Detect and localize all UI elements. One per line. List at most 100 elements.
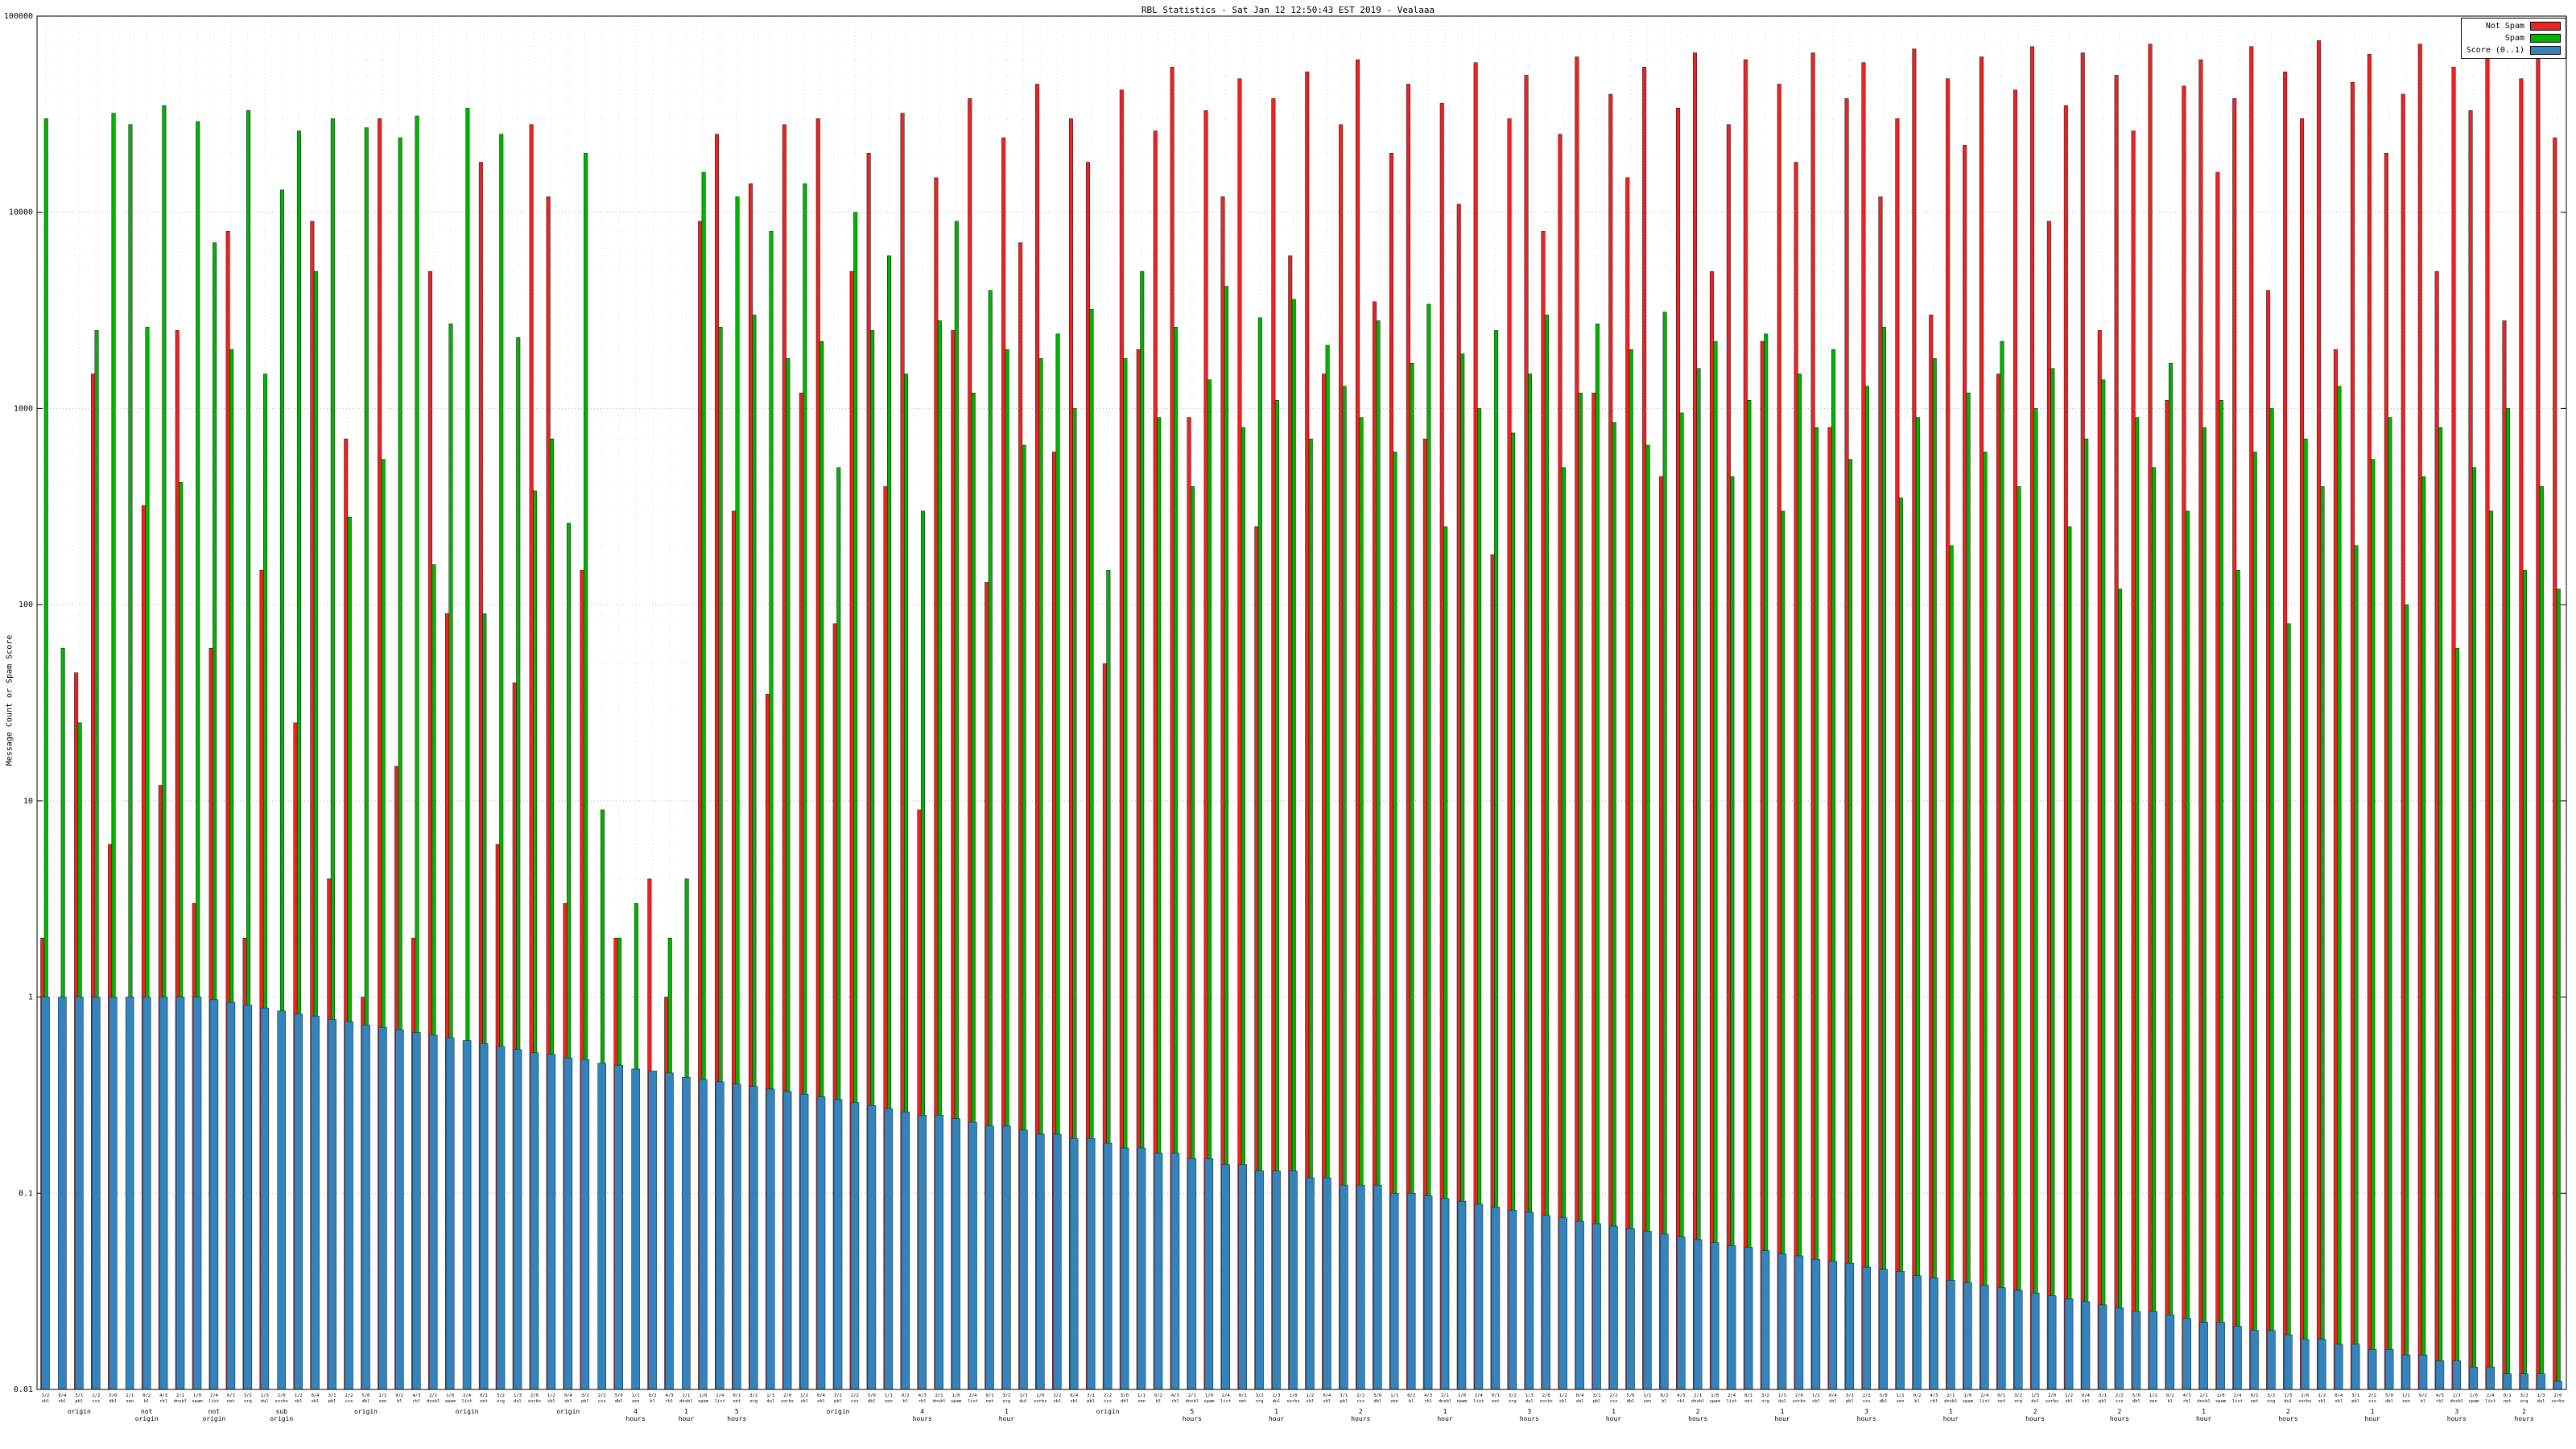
- svg-text:10: 10: [23, 797, 33, 806]
- bar-score: [345, 1021, 353, 1390]
- svg-text:2/2: 2/2: [1610, 1393, 1618, 1398]
- svg-text:dbl: dbl: [1880, 1399, 1888, 1404]
- bar-score: [2469, 1366, 2479, 1390]
- svg-text:3/2: 3/2: [244, 1393, 252, 1398]
- svg-text:bl: bl: [2167, 1399, 2173, 1404]
- bar-score: [665, 1072, 674, 1390]
- svg-text:3/1: 3/1: [2099, 1393, 2107, 1398]
- bar-not-spam: [2097, 330, 2102, 1390]
- svg-text:bl: bl: [902, 1399, 908, 1404]
- bar-score: [1204, 1158, 1214, 1390]
- svg-text:1/3: 1/3: [1019, 1393, 1027, 1398]
- bar-not-spam: [1861, 62, 1866, 1390]
- svg-text:sbl: sbl: [42, 1399, 50, 1404]
- bar-not-spam: [2300, 118, 2305, 1390]
- bar-not-spam: [2519, 78, 2524, 1390]
- svg-text:2/0: 2/0: [783, 1393, 791, 1398]
- svg-text:dul: dul: [2537, 1399, 2545, 1404]
- svg-text:1/2: 1/2: [295, 1393, 303, 1398]
- bar-not-spam: [2232, 98, 2237, 1390]
- svg-text:origin: origin: [556, 1408, 580, 1415]
- svg-text:2/0: 2/0: [1290, 1393, 1298, 1398]
- svg-text:xbl: xbl: [2334, 1399, 2343, 1404]
- bar-not-spam: [2046, 221, 2051, 1390]
- svg-text:pbl: pbl: [1340, 1399, 1348, 1404]
- bar-score: [58, 997, 67, 1390]
- svg-text:dnsbl: dnsbl: [427, 1399, 440, 1404]
- svg-text:2/4: 2/4: [716, 1393, 724, 1398]
- svg-text:2: 2: [1359, 1408, 1363, 1415]
- legend-item-not-spam: Not Spam: [2467, 22, 2561, 31]
- bar-score: [715, 1081, 724, 1390]
- bar-spam: [2354, 545, 2359, 1390]
- svg-text:4/3: 4/3: [1424, 1393, 1432, 1398]
- bar-score: [631, 1068, 640, 1390]
- svg-text:1: 1: [1274, 1408, 1278, 1415]
- svg-text:3/1: 3/1: [328, 1393, 336, 1398]
- svg-text:bl: bl: [2421, 1399, 2426, 1404]
- legend-label-spam: Spam: [2504, 34, 2524, 43]
- svg-text:4/3: 4/3: [666, 1393, 674, 1398]
- bar-score: [1592, 1223, 1601, 1390]
- bar-spam: [1831, 349, 1836, 1390]
- svg-text:css: css: [2116, 1399, 2124, 1404]
- svg-text:1/0: 1/0: [446, 1393, 454, 1398]
- svg-text:css: css: [1104, 1399, 1112, 1404]
- bar-not-spam: [2182, 85, 2186, 1390]
- bar-score: [1930, 1278, 1938, 1390]
- bar-score: [311, 1015, 320, 1390]
- svg-text:bl: bl: [1156, 1399, 1162, 1404]
- svg-text:xbl: xbl: [1323, 1399, 1331, 1404]
- bar-spam: [1881, 327, 1886, 1390]
- svg-text:css: css: [1356, 1399, 1364, 1404]
- svg-text:hour: hour: [1606, 1415, 1621, 1422]
- bar-not-spam: [1676, 107, 1681, 1390]
- svg-text:1/1: 1/1: [2402, 1393, 2410, 1398]
- svg-text:hour: hour: [999, 1415, 1014, 1422]
- bar-score: [1677, 1236, 1686, 1390]
- bar-score: [1120, 1147, 1129, 1390]
- bar-score: [867, 1105, 877, 1390]
- svg-text:1/3: 1/3: [766, 1393, 774, 1398]
- svg-text:pbl: pbl: [328, 1399, 336, 1404]
- bar-spam: [2371, 459, 2376, 1390]
- svg-text:1: 1: [1005, 1408, 1009, 1415]
- bar-score: [1019, 1129, 1028, 1390]
- svg-text:pbl: pbl: [2351, 1399, 2359, 1404]
- svg-text:1000: 1000: [14, 404, 33, 413]
- svg-text:1/1: 1/1: [632, 1393, 640, 1398]
- svg-text:spam: spam: [1963, 1399, 1974, 1404]
- svg-text:list: list: [1726, 1399, 1736, 1404]
- svg-text:1: 1: [1781, 1408, 1785, 1415]
- bar-not-spam: [2080, 52, 2085, 1390]
- bar-score: [1609, 1225, 1618, 1390]
- svg-text:2/2: 2/2: [598, 1393, 606, 1398]
- svg-text:4/3: 4/3: [1677, 1393, 1685, 1398]
- svg-text:dul: dul: [1019, 1399, 1027, 1404]
- svg-text:bl: bl: [1662, 1399, 1667, 1404]
- bar-spam: [2269, 408, 2274, 1390]
- bar-score: [1389, 1193, 1399, 1390]
- legend-swatch-not-spam-icon: [2530, 22, 2561, 31]
- svg-text:2/1: 2/1: [935, 1393, 943, 1398]
- bar-score: [935, 1115, 943, 1390]
- svg-text:1/3: 1/3: [514, 1393, 522, 1398]
- bar-not-spam: [1979, 56, 1984, 1390]
- bar-spam: [2235, 569, 2240, 1390]
- svg-text:xbl: xbl: [564, 1399, 572, 1404]
- svg-text:sbl: sbl: [1812, 1399, 1820, 1404]
- svg-text:0/2: 0/2: [2419, 1393, 2427, 1398]
- bar-score: [699, 1079, 708, 1390]
- svg-text:2: 2: [2033, 1408, 2037, 1415]
- svg-text:1: 1: [684, 1408, 688, 1415]
- bar-not-spam: [2148, 43, 2153, 1390]
- svg-text:1/1: 1/1: [1897, 1393, 1905, 1398]
- bar-score: [1575, 1220, 1584, 1390]
- svg-text:1/2: 1/2: [547, 1393, 555, 1398]
- svg-text:2/1: 2/1: [1946, 1393, 1955, 1398]
- svg-text:4: 4: [634, 1408, 638, 1415]
- svg-text:5/0: 5/0: [1880, 1393, 1888, 1398]
- svg-text:2/4: 2/4: [210, 1393, 219, 1398]
- svg-text:2/1: 2/1: [1694, 1393, 1702, 1398]
- bar-not-spam: [2434, 270, 2439, 1390]
